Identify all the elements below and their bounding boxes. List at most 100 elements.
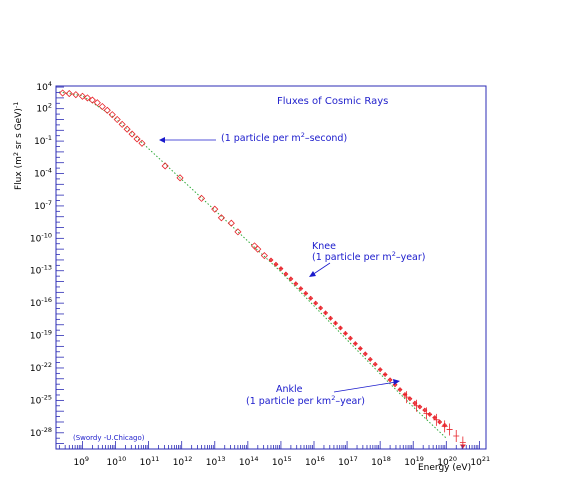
data-point [176,174,184,182]
data-point [353,341,358,346]
chart-title: Fluxes of Cosmic Rays [277,96,388,107]
data-point [260,252,268,260]
annotation-arrowhead-knee [309,271,316,277]
data-point [328,316,333,321]
data-point [333,320,338,326]
data-point [88,96,96,104]
data-point [437,419,442,424]
x-tick-label: 1010 [107,455,127,468]
y-tick-label: 10-1 [34,134,52,147]
data-point [378,367,383,372]
data-point [352,341,358,347]
data-point [273,261,279,267]
x-tick-label: 109 [73,455,89,468]
data-point [211,205,219,213]
data-point [59,89,67,97]
data-point [254,245,262,253]
data-point [278,266,283,271]
annotation-arrow-knee [311,262,331,276]
x-tick-label: 1013 [206,455,226,468]
data-point [298,286,304,292]
x-tick-label: 1021 [470,455,490,468]
y-tick-label: 104 [36,80,52,93]
data-point [372,361,378,367]
y-tick-label: 10-13 [30,264,52,277]
data-point [368,357,373,362]
data-point [342,330,348,336]
y-tick-label: 10-25 [30,393,52,406]
data-point [288,276,294,282]
y-tick-label: 10-7 [34,199,52,212]
data-point-upper-limit [459,444,466,449]
data-point [118,120,126,128]
data-point [123,125,131,133]
data-point [377,367,383,373]
y-tick-label: 10-19 [30,329,52,342]
data-point [298,286,303,291]
x-tick-label: 1015 [272,455,292,468]
data-point [227,219,235,227]
data-point [373,362,378,367]
data-point-error-bar [441,420,448,433]
data-point [392,382,398,388]
data-point [65,89,73,98]
data-point [383,372,388,377]
data-point [358,346,363,351]
data-point [293,281,298,286]
annotation-label-km-year: (1 particle per km2–year) [246,394,365,407]
data-point [427,412,432,417]
x-tick-label: 1011 [140,455,160,468]
data-point [407,396,412,401]
data-point [269,257,273,262]
data-point [318,306,323,311]
annotation-arrowhead-ankle [393,379,400,385]
data-point-error-bar [423,407,430,420]
data-point [133,135,141,143]
data-point [161,162,169,170]
data-point [437,419,443,425]
data-point [398,387,402,392]
x-tick-label: 1020 [437,455,457,468]
x-axis-title: Energy (eV) [418,463,471,473]
data-point-error-bar [403,391,410,404]
data-point [108,111,116,119]
data-point [397,387,403,393]
y-tick-label: 10-16 [30,296,52,309]
data-point-error-bar [413,399,420,412]
data-point [250,242,259,250]
y-tick-label: 10-4 [34,167,52,180]
data-point [343,331,348,336]
credit-label: (Swordy -U.Chicago) [73,434,145,442]
data-point [387,377,393,383]
annotations-layer: (1 particle per m2–second)Knee(1 particl… [159,131,425,407]
data-point [417,404,422,409]
data-point-error-bar [446,423,453,436]
annotation-label-ankle: Ankle [276,384,303,395]
data-point [234,228,242,236]
y-tick-label: 10-28 [30,426,52,439]
y-tick-label: 10-10 [30,231,52,244]
annotation-label-year: (1 particle per m2–year) [312,250,425,263]
x-axis: 109 1010 1011 1012 1013 1014 1015 1016 1017 1018 1… [58,441,490,468]
data-point [388,377,393,382]
data-point [103,106,111,114]
data-point [98,102,106,111]
data-point [328,315,334,321]
annotation-arrow-ankle [333,381,397,393]
data-point [313,301,318,306]
data-point [283,271,289,277]
data-point [128,130,136,138]
annotation-arrowhead-second [159,137,165,143]
y-tick-label: 102 [36,102,52,115]
data-point [217,214,225,222]
data-point [78,92,87,100]
data-point [308,296,313,301]
data-point [363,351,368,356]
data-point [337,325,343,331]
x-tick-label: 1017 [338,455,358,468]
data-point [407,396,413,402]
data-point [83,94,91,102]
data-point-error-bar [433,413,440,426]
data-point [273,262,278,267]
